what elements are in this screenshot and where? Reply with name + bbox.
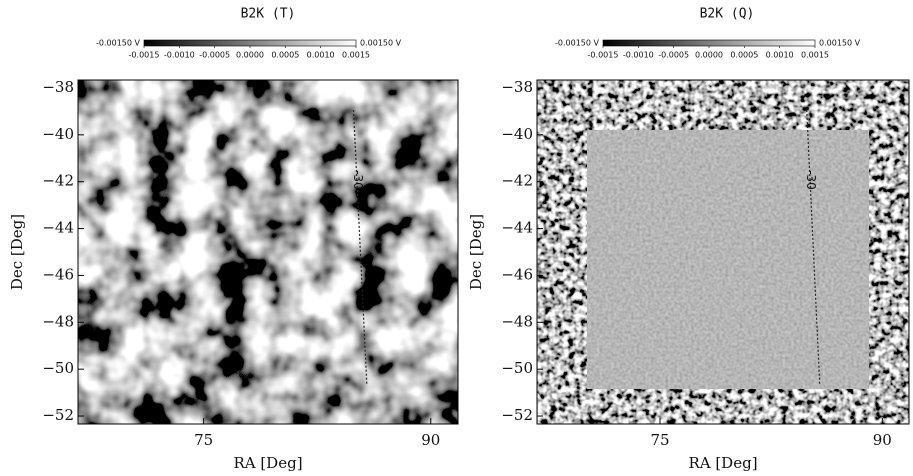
colorbar-tick-label: 0.0015 bbox=[801, 51, 829, 60]
annotation: -30 bbox=[804, 170, 818, 190]
y-tick-label: −38 bbox=[42, 78, 74, 96]
colorbar-tick-label: 0.0015 bbox=[342, 51, 370, 60]
y-tick-label: −38 bbox=[501, 78, 533, 96]
x-tick-label: 90 bbox=[421, 431, 440, 449]
colorbar-tick-label: 0.0005 bbox=[730, 51, 758, 60]
y-tick-label: −46 bbox=[42, 265, 74, 283]
plot-frame bbox=[77, 79, 459, 425]
y-tick-label: −42 bbox=[42, 172, 74, 190]
colorbar-tick-label: 0.0010 bbox=[766, 51, 794, 60]
x-tick-label: 75 bbox=[650, 431, 669, 449]
dashed-contour bbox=[806, 109, 821, 385]
colorbar-min-label: -0.00150 V bbox=[555, 39, 600, 48]
colorbar-max-label: 0.00150 V bbox=[819, 39, 861, 48]
colorbar-max-label: 0.00150 V bbox=[360, 39, 402, 48]
annotation: -30 bbox=[351, 170, 365, 190]
colorbar bbox=[143, 39, 357, 47]
colorbar-tick-label: -0.0015 bbox=[588, 51, 619, 60]
y-tick-label: −40 bbox=[501, 125, 533, 143]
x-tick-label: 75 bbox=[194, 431, 213, 449]
plot-frame bbox=[536, 79, 910, 425]
colorbar-tick-label: -0.0010 bbox=[623, 51, 654, 60]
y-axis-label: Dec [Deg] bbox=[467, 214, 485, 290]
colorbar-tick-label: -0.0010 bbox=[164, 51, 195, 60]
y-tick-label: −44 bbox=[501, 219, 533, 237]
y-tick-label: −46 bbox=[501, 265, 533, 283]
colorbar-tick-label: 0.0005 bbox=[271, 51, 299, 60]
dashed-contour bbox=[352, 109, 368, 385]
colorbar-tick-label: 0.0000 bbox=[236, 51, 264, 60]
chart-title: B2K (T) bbox=[241, 7, 296, 22]
chart-title: B2K (Q) bbox=[700, 7, 755, 22]
y-tick-label: −48 bbox=[42, 312, 74, 330]
y-tick-label: −50 bbox=[501, 359, 533, 377]
y-tick-label: −52 bbox=[42, 406, 74, 424]
sky-map: -30 bbox=[78, 80, 458, 424]
y-tick-label: −48 bbox=[501, 312, 533, 330]
colorbar-tick-label: -0.0015 bbox=[129, 51, 160, 60]
colorbar-tick-label: 0.0010 bbox=[307, 51, 335, 60]
x-axis-label: RA [Deg] bbox=[688, 454, 757, 472]
colorbar-tick-label: -0.0005 bbox=[199, 51, 230, 60]
sky-map: -30 bbox=[537, 80, 909, 424]
y-tick-label: −40 bbox=[42, 125, 74, 143]
sky-texture bbox=[78, 80, 458, 424]
x-axis-label: RA [Deg] bbox=[233, 454, 302, 472]
y-axis-label: Dec [Deg] bbox=[8, 214, 26, 290]
colorbar-min-label: -0.00150 V bbox=[96, 39, 141, 48]
x-tick-label: 90 bbox=[873, 431, 892, 449]
sky-inner bbox=[587, 130, 869, 389]
colorbar-tick-label: 0.0000 bbox=[695, 51, 723, 60]
y-tick-label: −42 bbox=[501, 172, 533, 190]
colorbar bbox=[602, 39, 816, 47]
y-tick-label: −52 bbox=[501, 406, 533, 424]
y-tick-label: −44 bbox=[42, 219, 74, 237]
y-tick-label: −50 bbox=[42, 359, 74, 377]
colorbar-tick-label: -0.0005 bbox=[658, 51, 689, 60]
